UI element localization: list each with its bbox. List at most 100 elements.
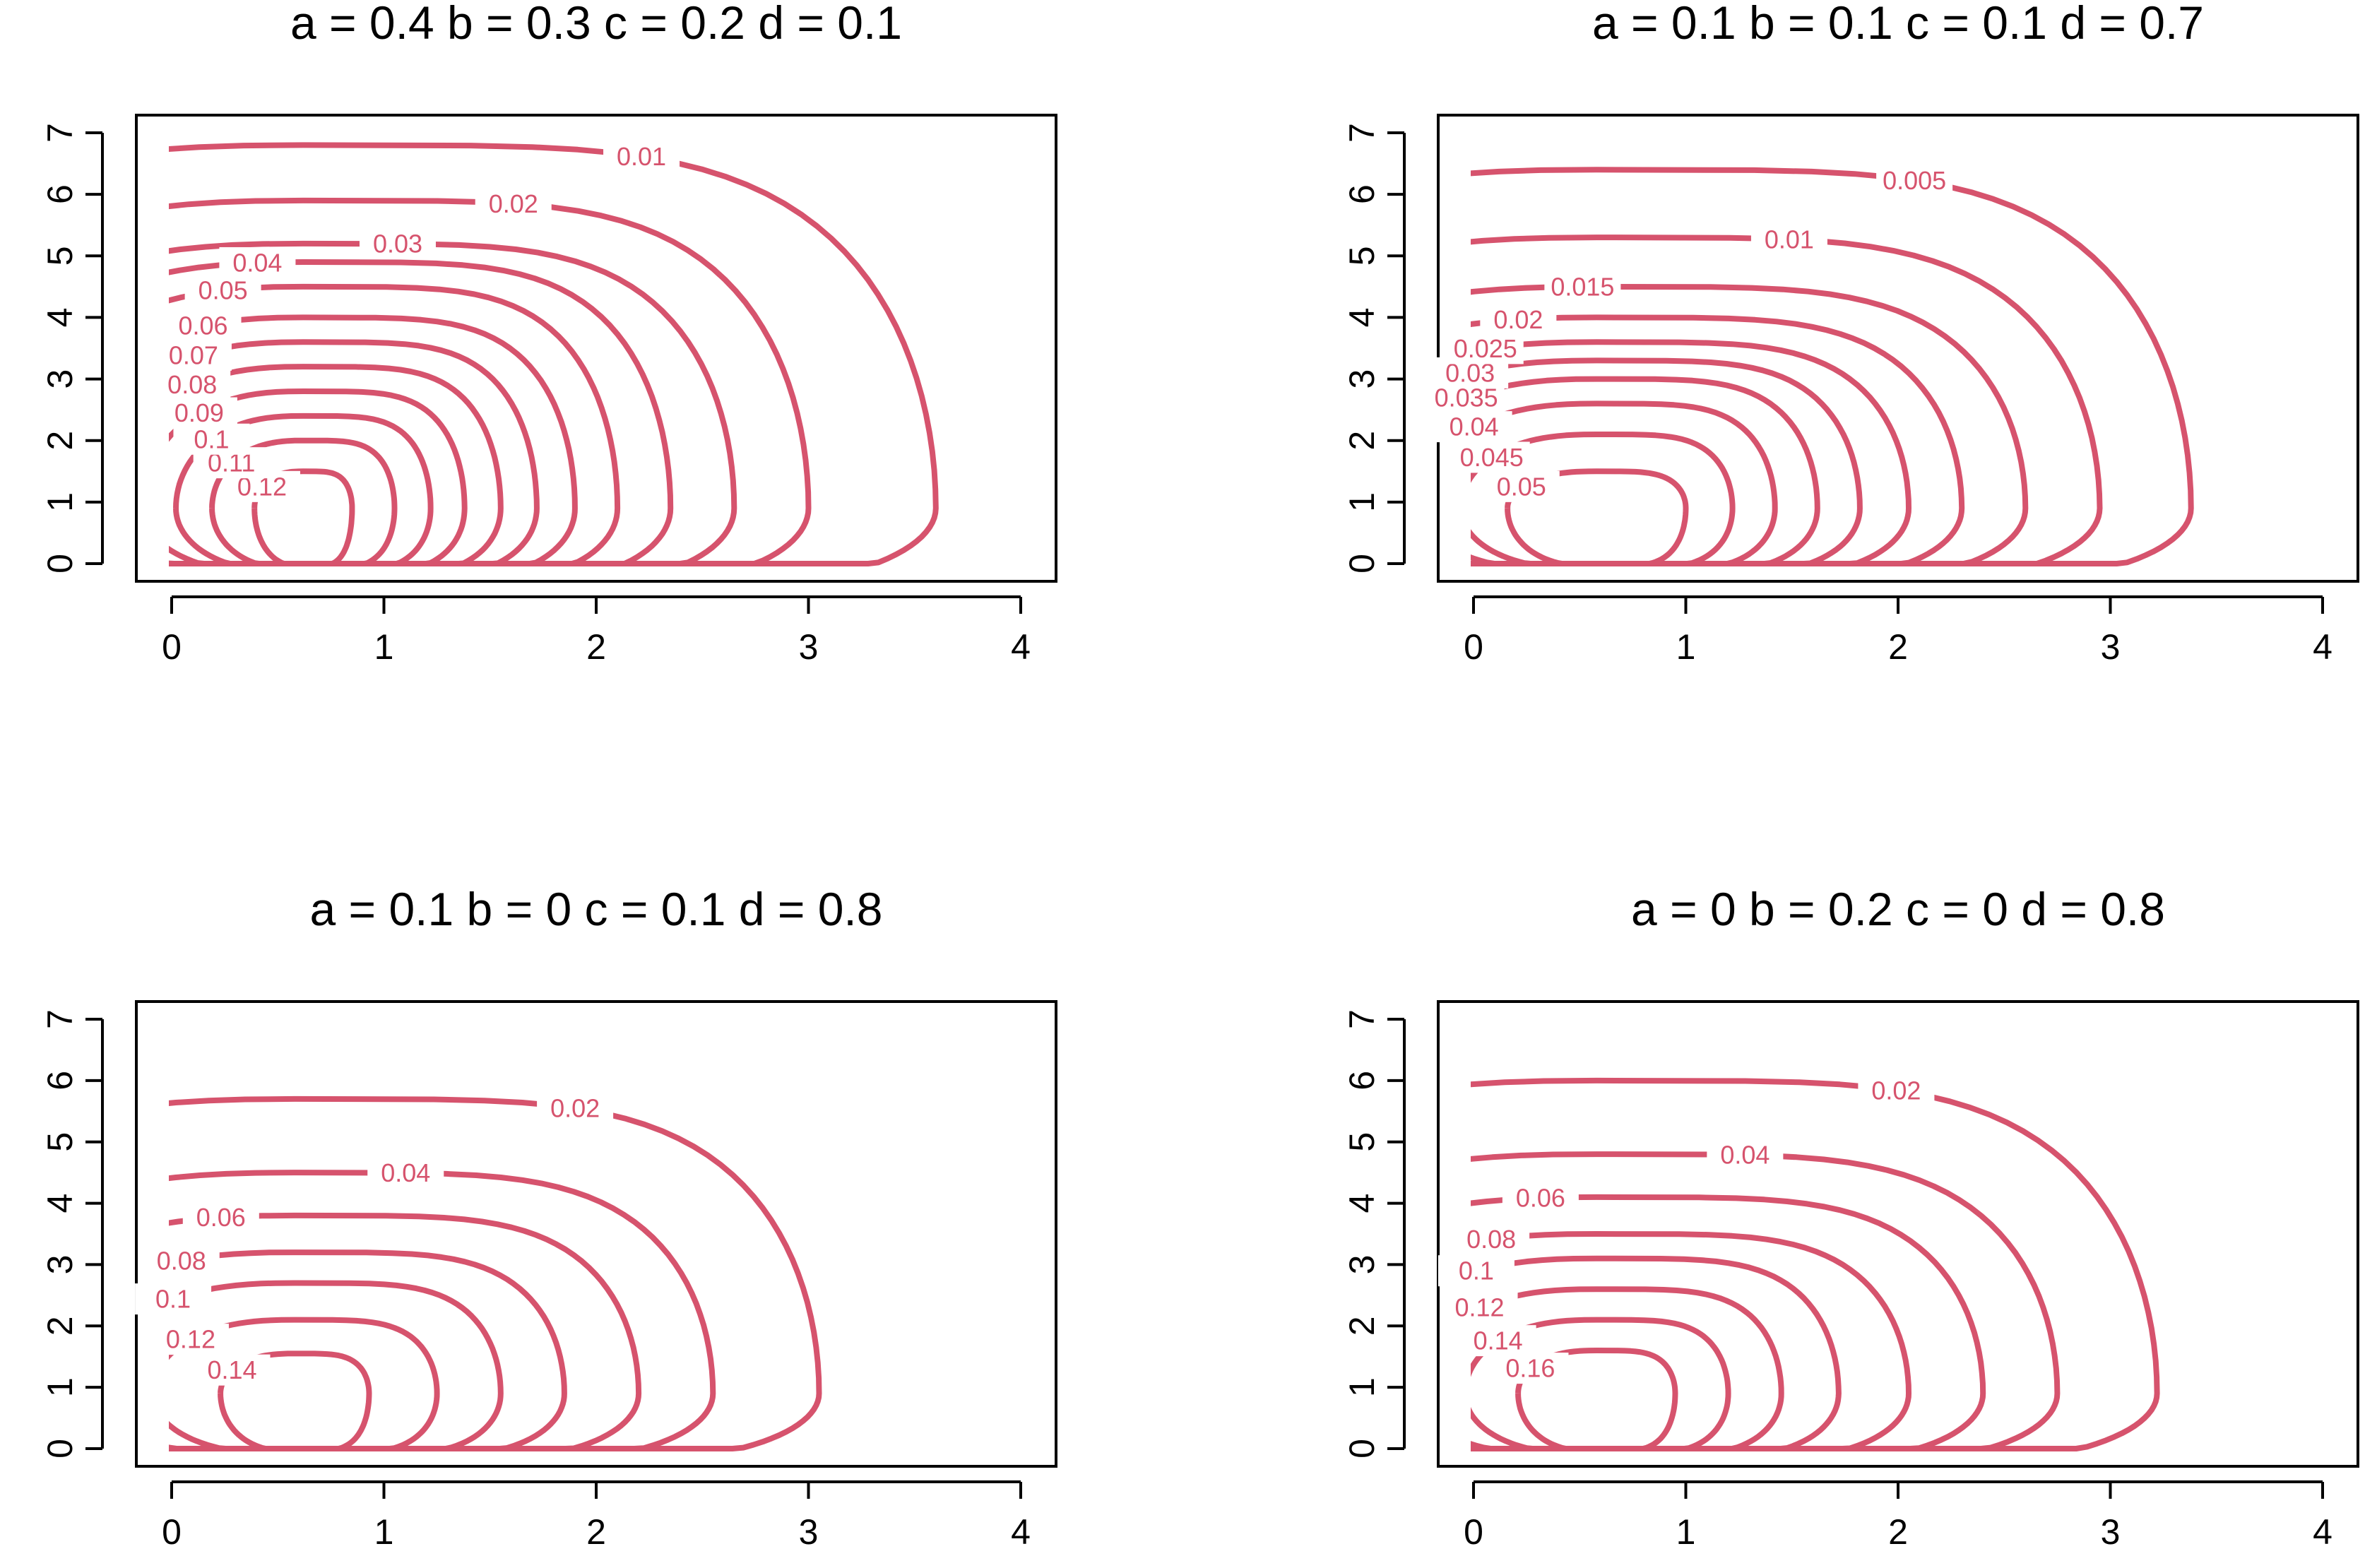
y-tick-label: 1 (1342, 1377, 1382, 1397)
contour-label: 0.015 (1551, 272, 1614, 301)
contour-label: 0.12 (1454, 1293, 1504, 1322)
panel-title: a = 0 b = 0.2 c = 0 d = 0.8 (1631, 883, 2165, 935)
x-tick-label: 3 (2101, 627, 2121, 667)
contour-label: 0.025 (1454, 334, 1517, 363)
contour-label: 0.06 (178, 311, 227, 340)
contour-label-background (1544, 271, 1621, 302)
contour-label-background (184, 275, 261, 307)
contour-panel-4: a = 0 b = 0.2 c = 0 d = 0.8 0 1 2 3 4 0 1 2 3 4 5 6 7… (1342, 883, 2359, 1552)
contour-label: 0.1 (1459, 1257, 1494, 1285)
x-tick-label: 4 (1011, 1512, 1031, 1552)
y-tick-label: 5 (40, 246, 80, 266)
y-tick-label: 7 (40, 1009, 80, 1029)
contour-line (169, 1212, 642, 1451)
contour-line (1471, 167, 2194, 566)
x-tick-label: 0 (1464, 1512, 1483, 1552)
y-tick-label: 4 (40, 1194, 80, 1213)
contour-line (169, 339, 540, 566)
y-tick-label: 7 (1342, 123, 1382, 143)
contour-lines (169, 1095, 822, 1451)
y-tick-label: 3 (40, 1255, 80, 1275)
contour-label: 0.1 (194, 424, 229, 453)
y-tick-label: 3 (40, 369, 80, 389)
contour-label: 0.01 (1765, 225, 1814, 254)
y-tick-label: 2 (1342, 431, 1382, 451)
contour-line (1471, 1151, 2061, 1451)
contour-label: 0.02 (550, 1094, 600, 1123)
contour-line (1471, 314, 1965, 566)
contour-line (169, 314, 578, 566)
contour-line (169, 142, 939, 566)
contour-line (169, 197, 812, 566)
contour-label: 0.045 (1460, 443, 1524, 472)
contour-label-background (194, 1354, 271, 1386)
contour-label-background (135, 1283, 212, 1315)
y-tick-label: 5 (40, 1132, 80, 1152)
plot-frame (135, 1000, 1057, 1468)
y-tick-label: 4 (40, 308, 80, 328)
y-tick-label: 6 (1342, 1071, 1382, 1091)
panel-title: a = 0.1 b = 0.1 c = 0.1 d = 0.7 (1592, 0, 2204, 49)
contour-label: 0.04 (1720, 1141, 1770, 1170)
contour-label: 0.04 (1450, 412, 1499, 441)
contour-line (1471, 1231, 1911, 1451)
panel-title: a = 0.1 b = 0 c = 0.1 d = 0.8 (310, 883, 883, 935)
contour-line (169, 1095, 822, 1451)
contour-label: 0.1 (155, 1285, 191, 1314)
contour-label-background (1447, 333, 1524, 364)
contour-panel-2: a = 0.1 b = 0.1 c = 0.1 d = 0.7 0 1 2 3 4 0 1 2 3… (1342, 0, 2359, 667)
contour-label-background (1858, 1074, 1935, 1106)
contour-line (1471, 1194, 1986, 1451)
y-tick-label: 0 (40, 1439, 80, 1459)
contour-label-background (1750, 223, 1827, 255)
contour-line (169, 283, 621, 566)
x-tick-label: 0 (162, 1512, 182, 1552)
contour-label: 0.09 (174, 398, 224, 427)
y-tick-label: 7 (1342, 1009, 1382, 1029)
y-tick-label: 1 (40, 492, 80, 512)
y-tick-label: 6 (40, 1071, 80, 1091)
contour-label-background (155, 339, 232, 371)
contour-lines (1471, 1077, 2160, 1451)
contour-label: 0.02 (489, 189, 538, 218)
contour-line (1471, 1255, 1842, 1451)
y-tick-label: 3 (1342, 1255, 1382, 1275)
contour-label: 0.05 (1497, 472, 1546, 501)
contour-label-background (160, 397, 237, 429)
y-tick-label: 2 (40, 431, 80, 451)
contour-label: 0.06 (196, 1203, 246, 1232)
contour-label-background (1483, 470, 1560, 502)
contour-line (169, 1249, 567, 1451)
panel-title: a = 0.4 b = 0.3 c = 0.2 d = 0.1 (290, 0, 902, 49)
contour-label: 0.03 (373, 230, 422, 259)
contour-line (1471, 339, 1911, 566)
contour-label-background (1502, 1182, 1579, 1214)
contour-label-background (537, 1093, 614, 1124)
contour-label: 0.04 (381, 1158, 430, 1187)
contour-label-background (219, 247, 296, 278)
x-tick-label: 0 (162, 627, 182, 667)
contour-label-background (1438, 1255, 1514, 1287)
y-tick-label: 0 (40, 554, 80, 574)
y-tick-label: 0 (1342, 554, 1382, 574)
contour-label: 0.08 (157, 1246, 206, 1275)
contour-label-background (152, 1324, 229, 1355)
x-tick-label: 2 (1888, 1512, 1908, 1552)
contour-label-background (367, 1157, 444, 1189)
contour-label-background (182, 1201, 259, 1233)
x-tick-label: 4 (1011, 627, 1031, 667)
y-tick-label: 5 (1342, 1132, 1382, 1152)
y-tick-label: 1 (1342, 492, 1382, 512)
contour-label-background (1435, 411, 1512, 443)
x-tick-label: 1 (1676, 1512, 1696, 1552)
contour-label-background (359, 228, 436, 260)
contour-label-background (603, 141, 680, 172)
contour-label-background (1459, 1325, 1536, 1357)
x-tick-label: 2 (586, 1512, 606, 1552)
y-tick-label: 2 (40, 1316, 80, 1336)
contour-label-background (1441, 1292, 1518, 1324)
contour-panel-1: a = 0.4 b = 0.3 c = 0.2 d = 0.1 0 1 2 3 4 0 1 2 3… (40, 0, 1057, 667)
contour-label: 0.08 (1466, 1225, 1516, 1254)
y-tick-label: 2 (1342, 1316, 1382, 1336)
